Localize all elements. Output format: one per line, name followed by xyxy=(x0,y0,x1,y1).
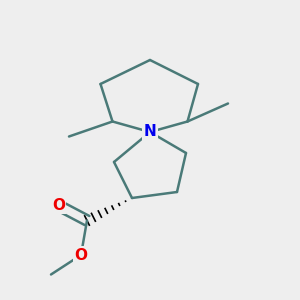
Text: O: O xyxy=(74,248,88,262)
Text: N: N xyxy=(144,124,156,140)
Text: O: O xyxy=(52,198,65,213)
